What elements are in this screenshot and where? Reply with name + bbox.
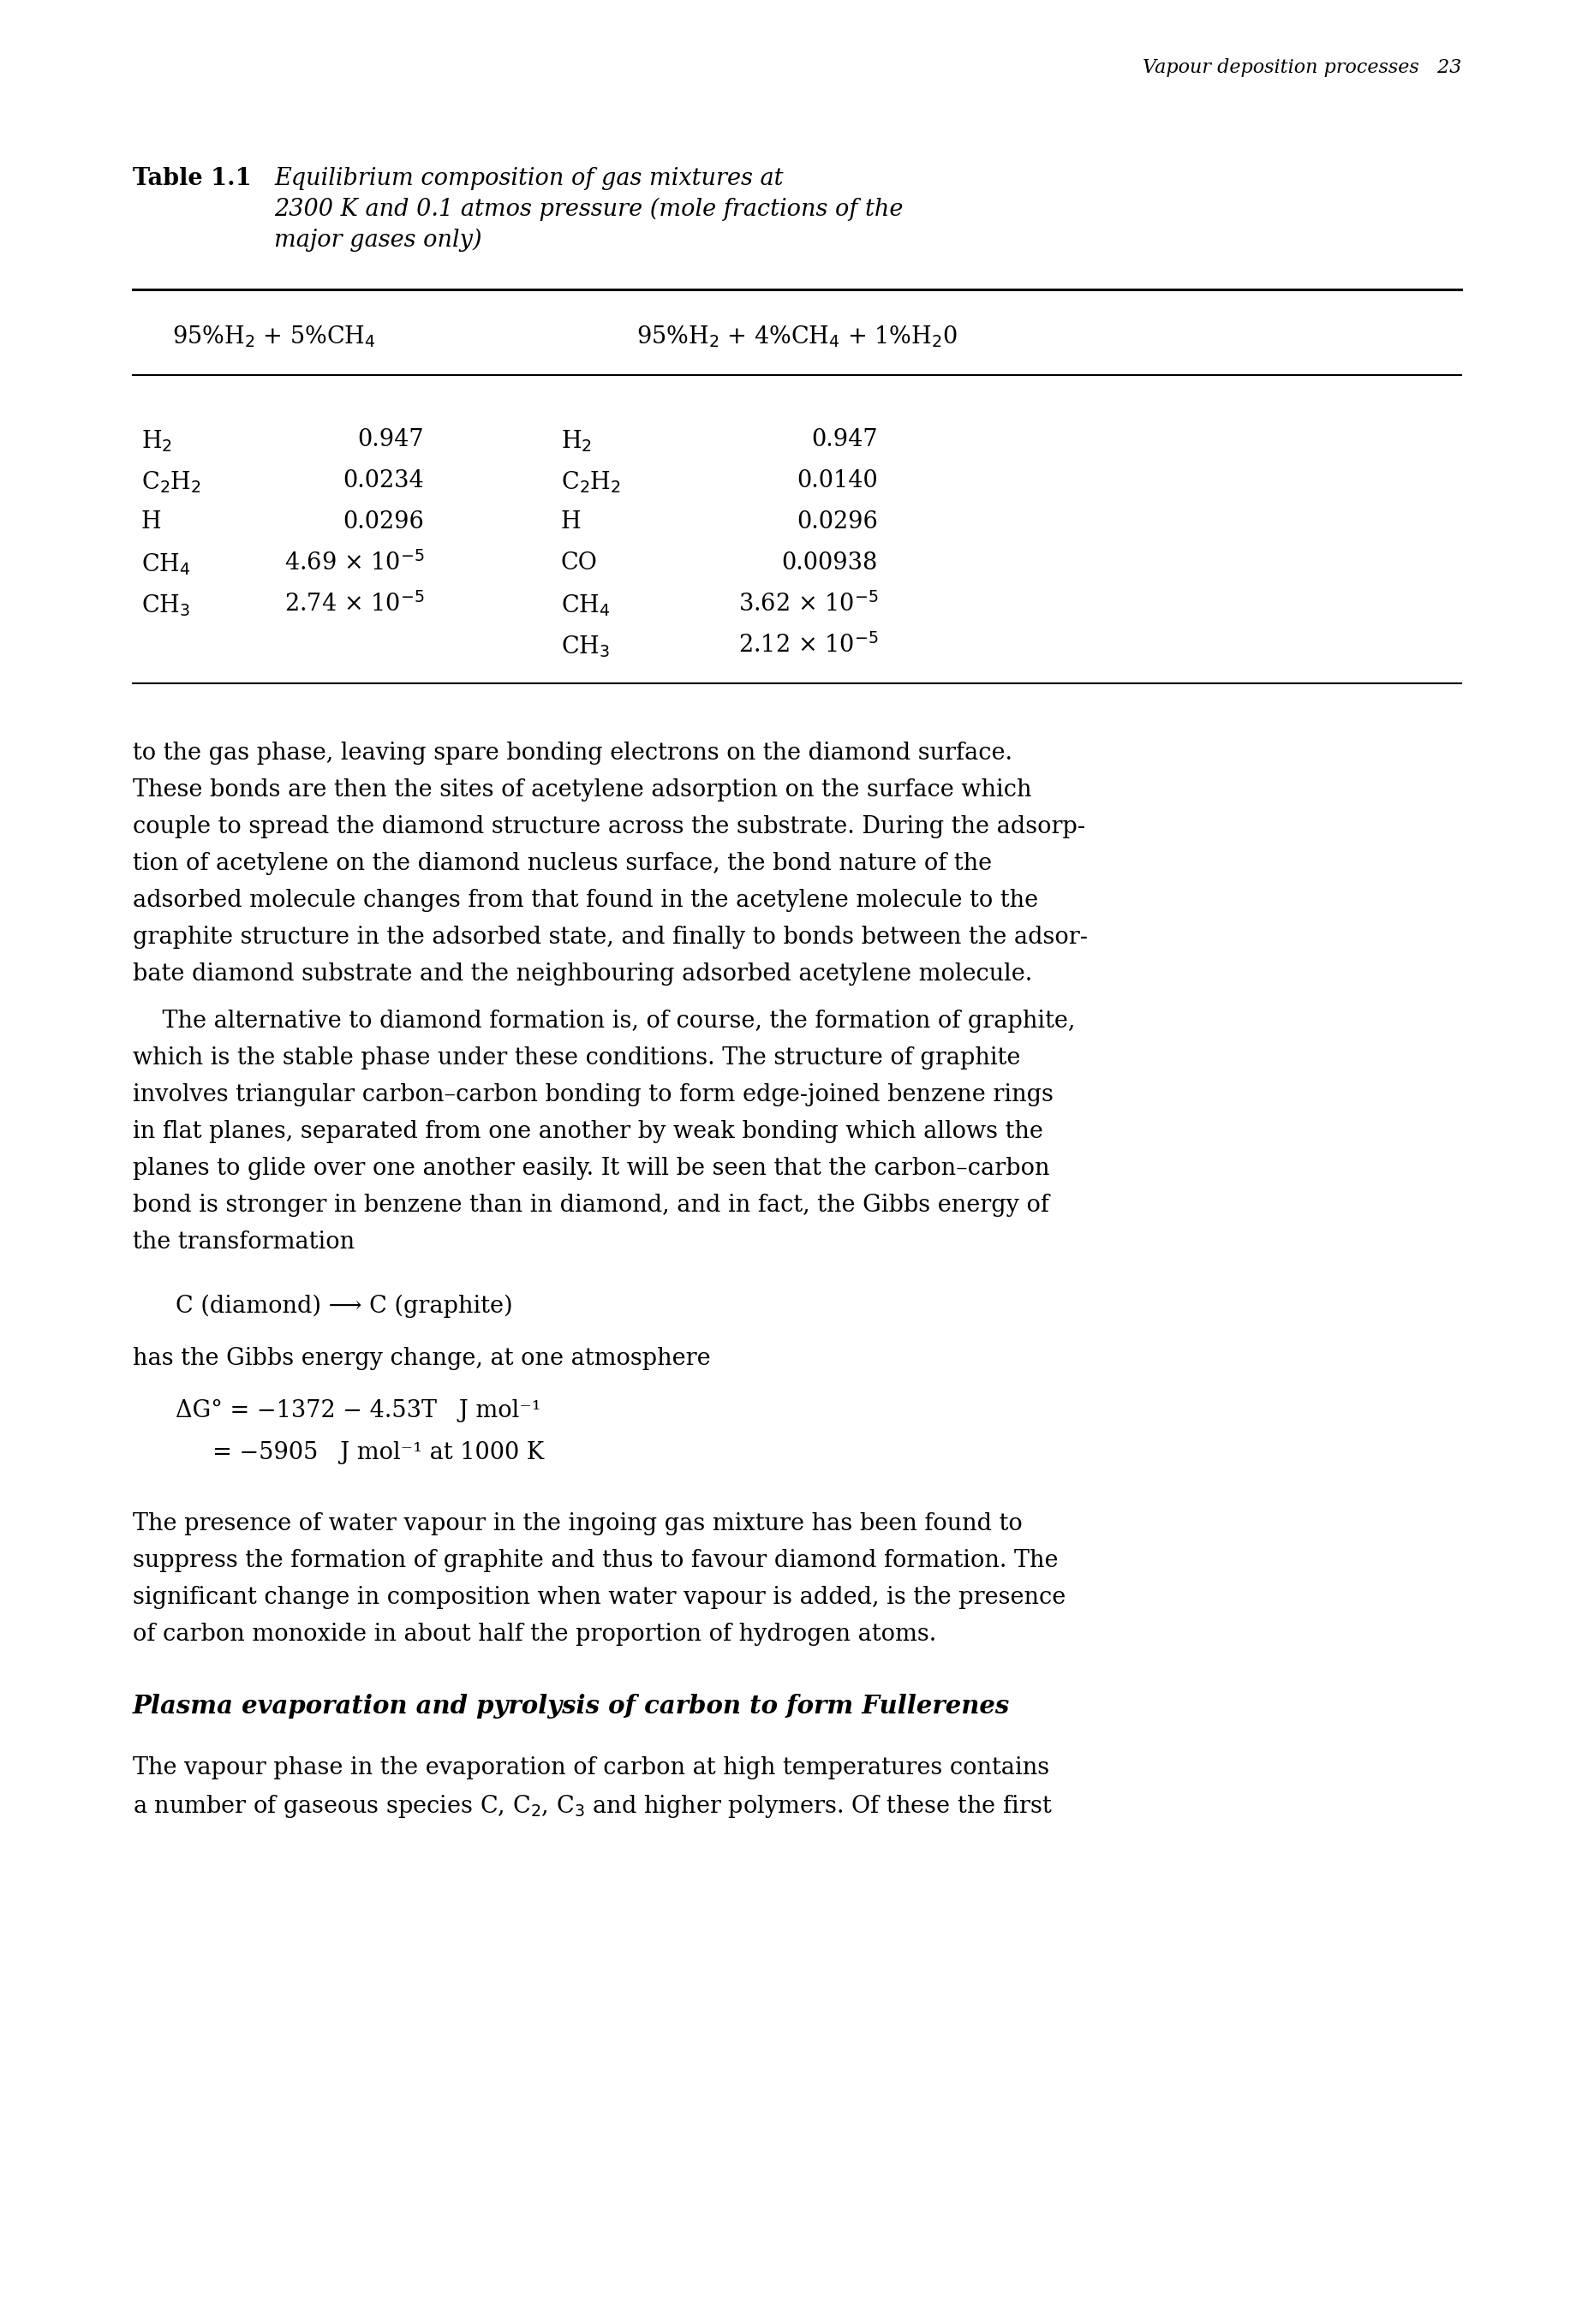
Text: 2.12 × 10$^{-5}$: 2.12 × 10$^{-5}$ xyxy=(738,634,878,658)
Text: bate diamond substrate and the neighbouring adsorbed acetylene molecule.: bate diamond substrate and the neighbour… xyxy=(132,962,1033,985)
Text: has the Gibbs energy change, at one atmosphere: has the Gibbs energy change, at one atmo… xyxy=(132,1348,711,1371)
Text: Equilibrium composition of gas mixtures at: Equilibrium composition of gas mixtures … xyxy=(274,167,783,191)
Text: 0.00938: 0.00938 xyxy=(781,551,878,574)
Text: CH$_3$: CH$_3$ xyxy=(561,634,611,660)
Text: suppress the formation of graphite and thus to favour diamond formation. The: suppress the formation of graphite and t… xyxy=(132,1550,1058,1571)
Text: 3.62 × 10$^{-5}$: 3.62 × 10$^{-5}$ xyxy=(738,593,878,616)
Text: 2.74 × 10$^{-5}$: 2.74 × 10$^{-5}$ xyxy=(284,593,424,616)
Text: 0.947: 0.947 xyxy=(357,428,424,451)
Text: 2300 K and 0.1 atmos pressure (mole fractions of the: 2300 K and 0.1 atmos pressure (mole frac… xyxy=(274,198,904,221)
Text: C$_2$H$_2$: C$_2$H$_2$ xyxy=(142,469,201,495)
Text: = −5905   J mol⁻¹ at 1000 K: = −5905 J mol⁻¹ at 1000 K xyxy=(175,1441,544,1464)
Text: in flat planes, separated from one another by weak bonding which allows the: in flat planes, separated from one anoth… xyxy=(132,1120,1042,1143)
Text: CH$_4$: CH$_4$ xyxy=(142,551,191,576)
Text: which is the stable phase under these conditions. The structure of graphite: which is the stable phase under these co… xyxy=(132,1046,1020,1069)
Text: The alternative to diamond formation is, of course, the formation of graphite,: The alternative to diamond formation is,… xyxy=(132,1009,1076,1032)
Text: C (diamond) ⟶ C (graphite): C (diamond) ⟶ C (graphite) xyxy=(175,1294,513,1318)
Text: 0.0234: 0.0234 xyxy=(343,469,424,493)
Text: involves triangular carbon–carbon bonding to form edge-joined benzene rings: involves triangular carbon–carbon bondin… xyxy=(132,1083,1054,1106)
Text: The vapour phase in the evaporation of carbon at high temperatures contains: The vapour phase in the evaporation of c… xyxy=(132,1757,1049,1780)
Text: CH$_3$: CH$_3$ xyxy=(142,593,190,618)
Text: 0.0296: 0.0296 xyxy=(797,511,878,535)
Text: Vapour deposition processes   23: Vapour deposition processes 23 xyxy=(1143,58,1462,77)
Text: H$_2$: H$_2$ xyxy=(142,428,172,453)
Text: 0.0296: 0.0296 xyxy=(343,511,424,535)
Text: bond is stronger in benzene than in diamond, and in fact, the Gibbs energy of: bond is stronger in benzene than in diam… xyxy=(132,1195,1049,1218)
Text: C$_2$H$_2$: C$_2$H$_2$ xyxy=(561,469,622,495)
Text: a number of gaseous species C, C$_2$, C$_3$ and higher polymers. Of these the fi: a number of gaseous species C, C$_2$, C$… xyxy=(132,1794,1052,1820)
Text: 95%H$_2$ + 4%CH$_4$ + 1%H$_2$0: 95%H$_2$ + 4%CH$_4$ + 1%H$_2$0 xyxy=(636,323,956,349)
Text: H: H xyxy=(561,511,582,535)
Text: 0.947: 0.947 xyxy=(811,428,878,451)
Text: 0.0140: 0.0140 xyxy=(797,469,878,493)
Text: The presence of water vapour in the ingoing gas mixture has been found to: The presence of water vapour in the ingo… xyxy=(132,1513,1022,1536)
Text: of carbon monoxide in about half the proportion of hydrogen atoms.: of carbon monoxide in about half the pro… xyxy=(132,1622,936,1645)
Text: H$_2$: H$_2$ xyxy=(561,428,591,453)
Text: ΔG° = −1372 − 4.53T   J mol⁻¹: ΔG° = −1372 − 4.53T J mol⁻¹ xyxy=(175,1399,540,1422)
Text: the transformation: the transformation xyxy=(132,1229,355,1253)
Text: major gases only): major gases only) xyxy=(274,228,481,251)
Text: CH$_4$: CH$_4$ xyxy=(561,593,611,618)
Text: adsorbed molecule changes from that found in the acetylene molecule to the: adsorbed molecule changes from that foun… xyxy=(132,888,1038,911)
Text: tion of acetylene on the diamond nucleus surface, the bond nature of the: tion of acetylene on the diamond nucleus… xyxy=(132,853,991,876)
Text: 95%H$_2$ + 5%CH$_4$: 95%H$_2$ + 5%CH$_4$ xyxy=(172,323,376,349)
Text: CO: CO xyxy=(561,551,598,574)
Text: Table 1.1: Table 1.1 xyxy=(132,167,268,191)
Text: Plasma evaporation and pyrolysis of carbon to form Fullerenes: Plasma evaporation and pyrolysis of carb… xyxy=(132,1694,1011,1717)
Text: couple to spread the diamond structure across the substrate. During the adsorp-: couple to spread the diamond structure a… xyxy=(132,816,1086,839)
Text: planes to glide over one another easily. It will be seen that the carbon–carbon: planes to glide over one another easily.… xyxy=(132,1157,1050,1181)
Text: significant change in composition when water vapour is added, is the presence: significant change in composition when w… xyxy=(132,1585,1066,1608)
Text: graphite structure in the adsorbed state, and finally to bonds between the adsor: graphite structure in the adsorbed state… xyxy=(132,925,1087,948)
Text: These bonds are then the sites of acetylene adsorption on the surface which: These bonds are then the sites of acetyl… xyxy=(132,779,1031,802)
Text: to the gas phase, leaving spare bonding electrons on the diamond surface.: to the gas phase, leaving spare bonding … xyxy=(132,741,1012,765)
Text: H: H xyxy=(142,511,161,535)
Text: 4.69 × 10$^{-5}$: 4.69 × 10$^{-5}$ xyxy=(284,551,424,576)
